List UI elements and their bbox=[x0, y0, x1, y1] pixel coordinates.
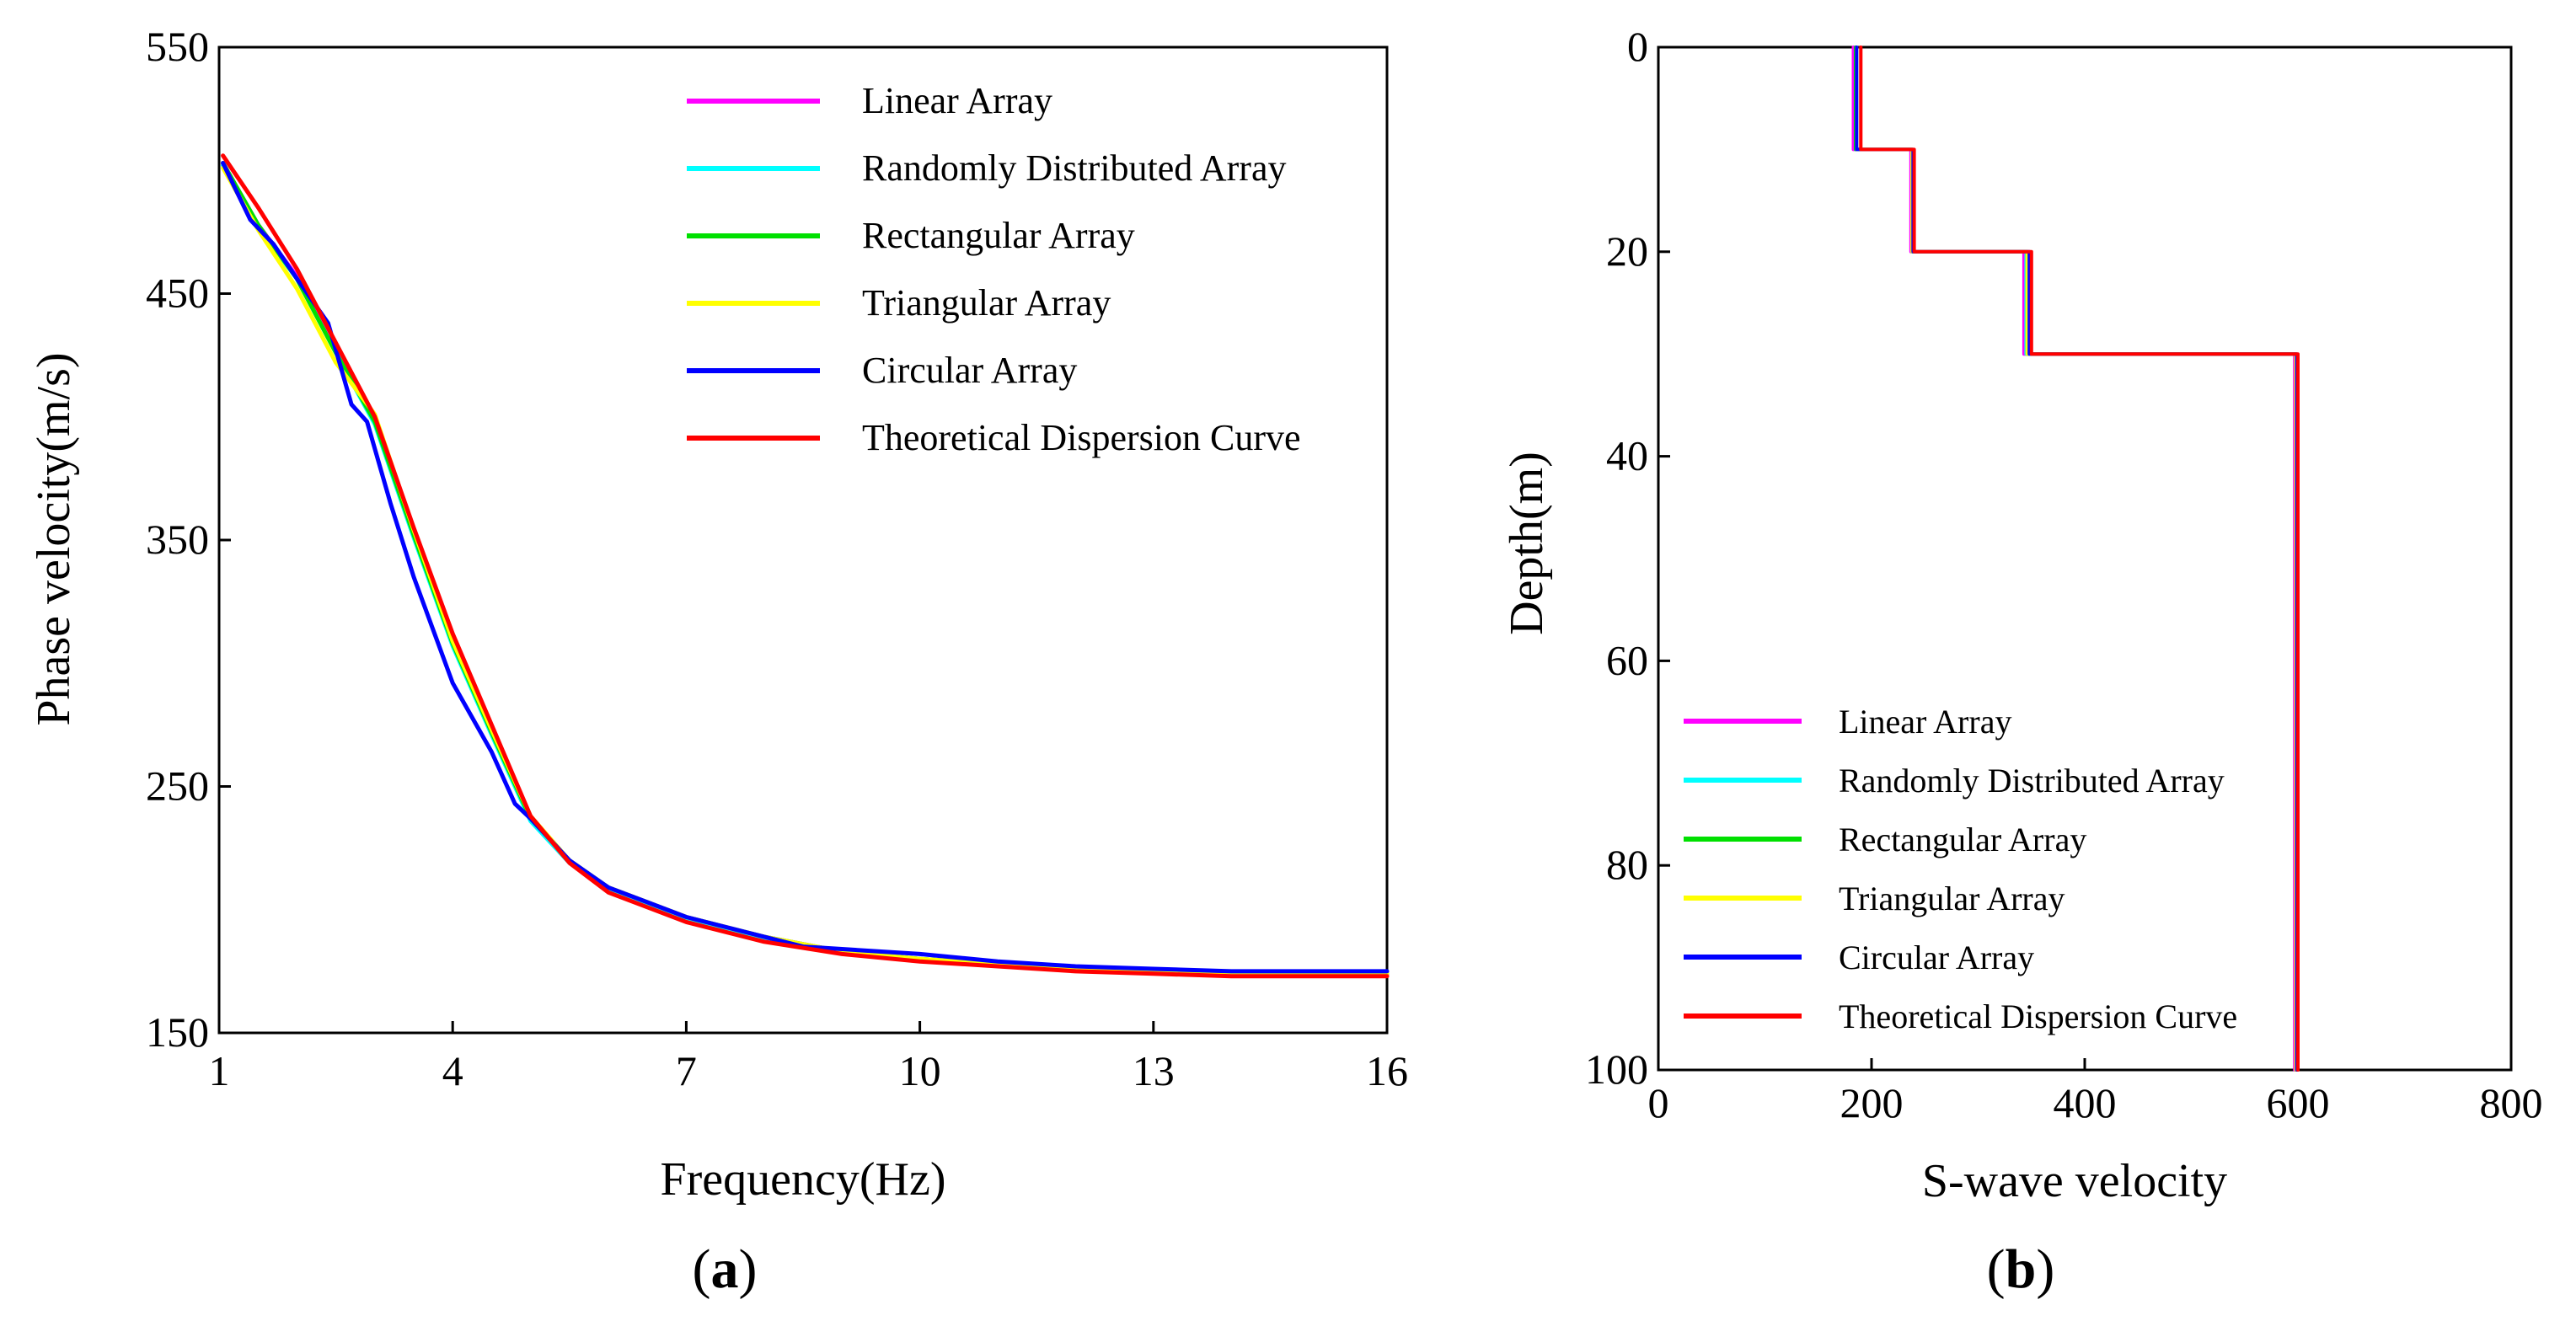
panel-b-x-ticks: 0 200 400 600 800 bbox=[1648, 1058, 2543, 1126]
legend-entry-label: Linear Array bbox=[862, 80, 1052, 121]
x-tick-label: 200 bbox=[1840, 1079, 1904, 1126]
panel-b-y-axis-label: Depth(m) bbox=[1501, 452, 1553, 635]
panel-a-chart: 1 4 7 10 13 16 150 250 350 450 550 Linear Array Ra… bbox=[28, 23, 1408, 1300]
x-tick-label: 600 bbox=[2267, 1079, 2330, 1126]
panel-a-x-ticks: 1 4 7 10 13 16 bbox=[209, 1021, 1408, 1094]
legend-entry-label: Triangular Array bbox=[862, 282, 1111, 324]
panel-a-y-ticks: 150 250 350 450 550 bbox=[146, 23, 231, 1056]
panel-a-x-axis-label: Frequency(Hz) bbox=[661, 1153, 946, 1206]
panel-b-series bbox=[1851, 45, 2300, 1072]
x-tick-label: 13 bbox=[1133, 1047, 1175, 1094]
panel-b-plot-frame bbox=[1657, 45, 2513, 1072]
panel-b-chart: 0 200 400 600 800 0 20 40 60 80 100 Linear Array R… bbox=[1501, 23, 2543, 1300]
legend-entry-label: Circular Array bbox=[1839, 939, 2034, 976]
panel-b-letter: b bbox=[2006, 1238, 2037, 1300]
panel-a-y-axis-label: Phase velocity(m/s) bbox=[28, 352, 80, 725]
y-tick-label: 20 bbox=[1606, 227, 1648, 275]
series-line-circular-array bbox=[221, 161, 1390, 974]
x-tick-label: 400 bbox=[2054, 1079, 2117, 1126]
panel-a-series bbox=[221, 153, 1390, 979]
x-tick-label: 800 bbox=[2480, 1079, 2543, 1126]
panel-b-caption: (b) bbox=[1987, 1238, 2055, 1300]
panel-b-legend: Linear Array Randomly Distributed Array Re… bbox=[1684, 703, 2237, 1035]
x-tick-label: 16 bbox=[1366, 1047, 1408, 1094]
series-line-rectangular-array bbox=[221, 161, 1390, 976]
legend-entry-label: Linear Array bbox=[1839, 703, 2011, 741]
y-tick-label: 40 bbox=[1606, 432, 1648, 479]
panel-a-plot-frame bbox=[217, 45, 1389, 1035]
y-tick-label: 0 bbox=[1627, 23, 1648, 70]
panel-b-y-ticks: 0 20 40 60 80 100 bbox=[1585, 23, 1670, 1093]
series-line-triangular-array bbox=[221, 165, 1390, 976]
panel-b-x-axis-label: S-wave velocity bbox=[1922, 1155, 2227, 1207]
legend-entry-label: Circular Array bbox=[862, 350, 1077, 391]
legend-entry-label: Rectangular Array bbox=[862, 215, 1135, 256]
panel-a-letter: a bbox=[711, 1238, 739, 1300]
y-tick-label: 250 bbox=[146, 762, 209, 810]
panel-a-caption: (a) bbox=[693, 1238, 758, 1300]
series-line-theoretical-dispersion-curve bbox=[1859, 45, 2300, 1072]
y-tick-label: 450 bbox=[146, 270, 209, 317]
series-line-theoretical-dispersion-curve bbox=[221, 153, 1390, 979]
series-line-randomly-distributed-array bbox=[221, 163, 1390, 976]
series-line-linear-array bbox=[221, 161, 1390, 976]
x-tick-label: 7 bbox=[676, 1047, 697, 1094]
x-tick-label: 10 bbox=[899, 1047, 941, 1094]
legend-entry-label: Theoretical Dispersion Curve bbox=[862, 417, 1301, 458]
x-tick-label: 4 bbox=[442, 1047, 463, 1094]
panel-a-legend: Linear Array Randomly Distributed Array Re… bbox=[687, 80, 1301, 458]
y-tick-label: 100 bbox=[1585, 1046, 1648, 1093]
legend-entry-label: Randomly Distributed Array bbox=[1839, 762, 2225, 800]
y-tick-label: 80 bbox=[1606, 841, 1648, 888]
x-tick-label: 0 bbox=[1648, 1079, 1669, 1126]
legend-entry-label: Triangular Array bbox=[1839, 880, 2065, 917]
legend-entry-label: Randomly Distributed Array bbox=[862, 147, 1287, 189]
y-tick-label: 60 bbox=[1606, 636, 1648, 683]
x-tick-label: 1 bbox=[209, 1047, 230, 1094]
legend-entry-label: Rectangular Array bbox=[1839, 821, 2086, 858]
y-tick-label: 350 bbox=[146, 516, 209, 563]
y-tick-label: 550 bbox=[146, 23, 209, 70]
legend-entry-label: Theoretical Dispersion Curve bbox=[1839, 997, 2237, 1035]
y-tick-label: 150 bbox=[146, 1008, 209, 1056]
